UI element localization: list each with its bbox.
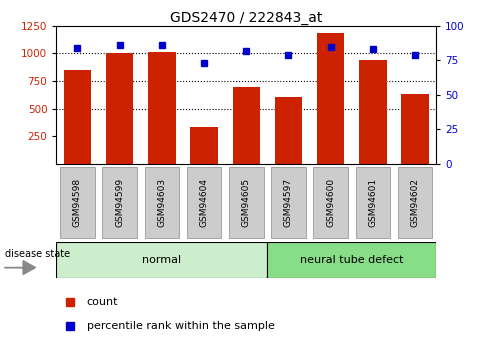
Text: GSM94598: GSM94598 bbox=[73, 178, 82, 227]
Text: GSM94597: GSM94597 bbox=[284, 178, 293, 227]
Text: GSM94601: GSM94601 bbox=[368, 178, 377, 227]
FancyBboxPatch shape bbox=[229, 167, 264, 238]
Title: GDS2470 / 222843_at: GDS2470 / 222843_at bbox=[170, 11, 322, 25]
Text: GSM94600: GSM94600 bbox=[326, 178, 335, 227]
Text: neural tube defect: neural tube defect bbox=[300, 255, 403, 265]
Bar bbox=[401, 94, 429, 164]
Bar bbox=[275, 97, 302, 164]
Text: GSM94604: GSM94604 bbox=[199, 178, 209, 227]
Text: GSM94605: GSM94605 bbox=[242, 178, 251, 227]
Text: percentile rank within the sample: percentile rank within the sample bbox=[87, 321, 274, 331]
FancyBboxPatch shape bbox=[145, 167, 179, 238]
Bar bbox=[148, 52, 175, 164]
FancyBboxPatch shape bbox=[356, 167, 390, 238]
Text: normal: normal bbox=[142, 255, 181, 265]
FancyBboxPatch shape bbox=[398, 167, 432, 238]
Text: GSM94602: GSM94602 bbox=[411, 178, 419, 227]
Bar bbox=[190, 127, 218, 164]
FancyBboxPatch shape bbox=[56, 241, 268, 278]
FancyBboxPatch shape bbox=[102, 167, 137, 238]
FancyBboxPatch shape bbox=[313, 167, 348, 238]
FancyBboxPatch shape bbox=[187, 167, 221, 238]
Bar bbox=[359, 60, 387, 164]
Text: GSM94603: GSM94603 bbox=[157, 178, 166, 227]
Bar bbox=[64, 70, 91, 164]
FancyBboxPatch shape bbox=[60, 167, 95, 238]
Text: GSM94599: GSM94599 bbox=[115, 178, 124, 227]
Bar bbox=[317, 33, 344, 164]
Text: count: count bbox=[87, 297, 118, 307]
FancyBboxPatch shape bbox=[268, 241, 436, 278]
Bar bbox=[106, 53, 133, 164]
FancyBboxPatch shape bbox=[271, 167, 306, 238]
FancyArrow shape bbox=[4, 261, 35, 275]
Bar bbox=[233, 87, 260, 164]
Text: disease state: disease state bbox=[4, 249, 70, 259]
